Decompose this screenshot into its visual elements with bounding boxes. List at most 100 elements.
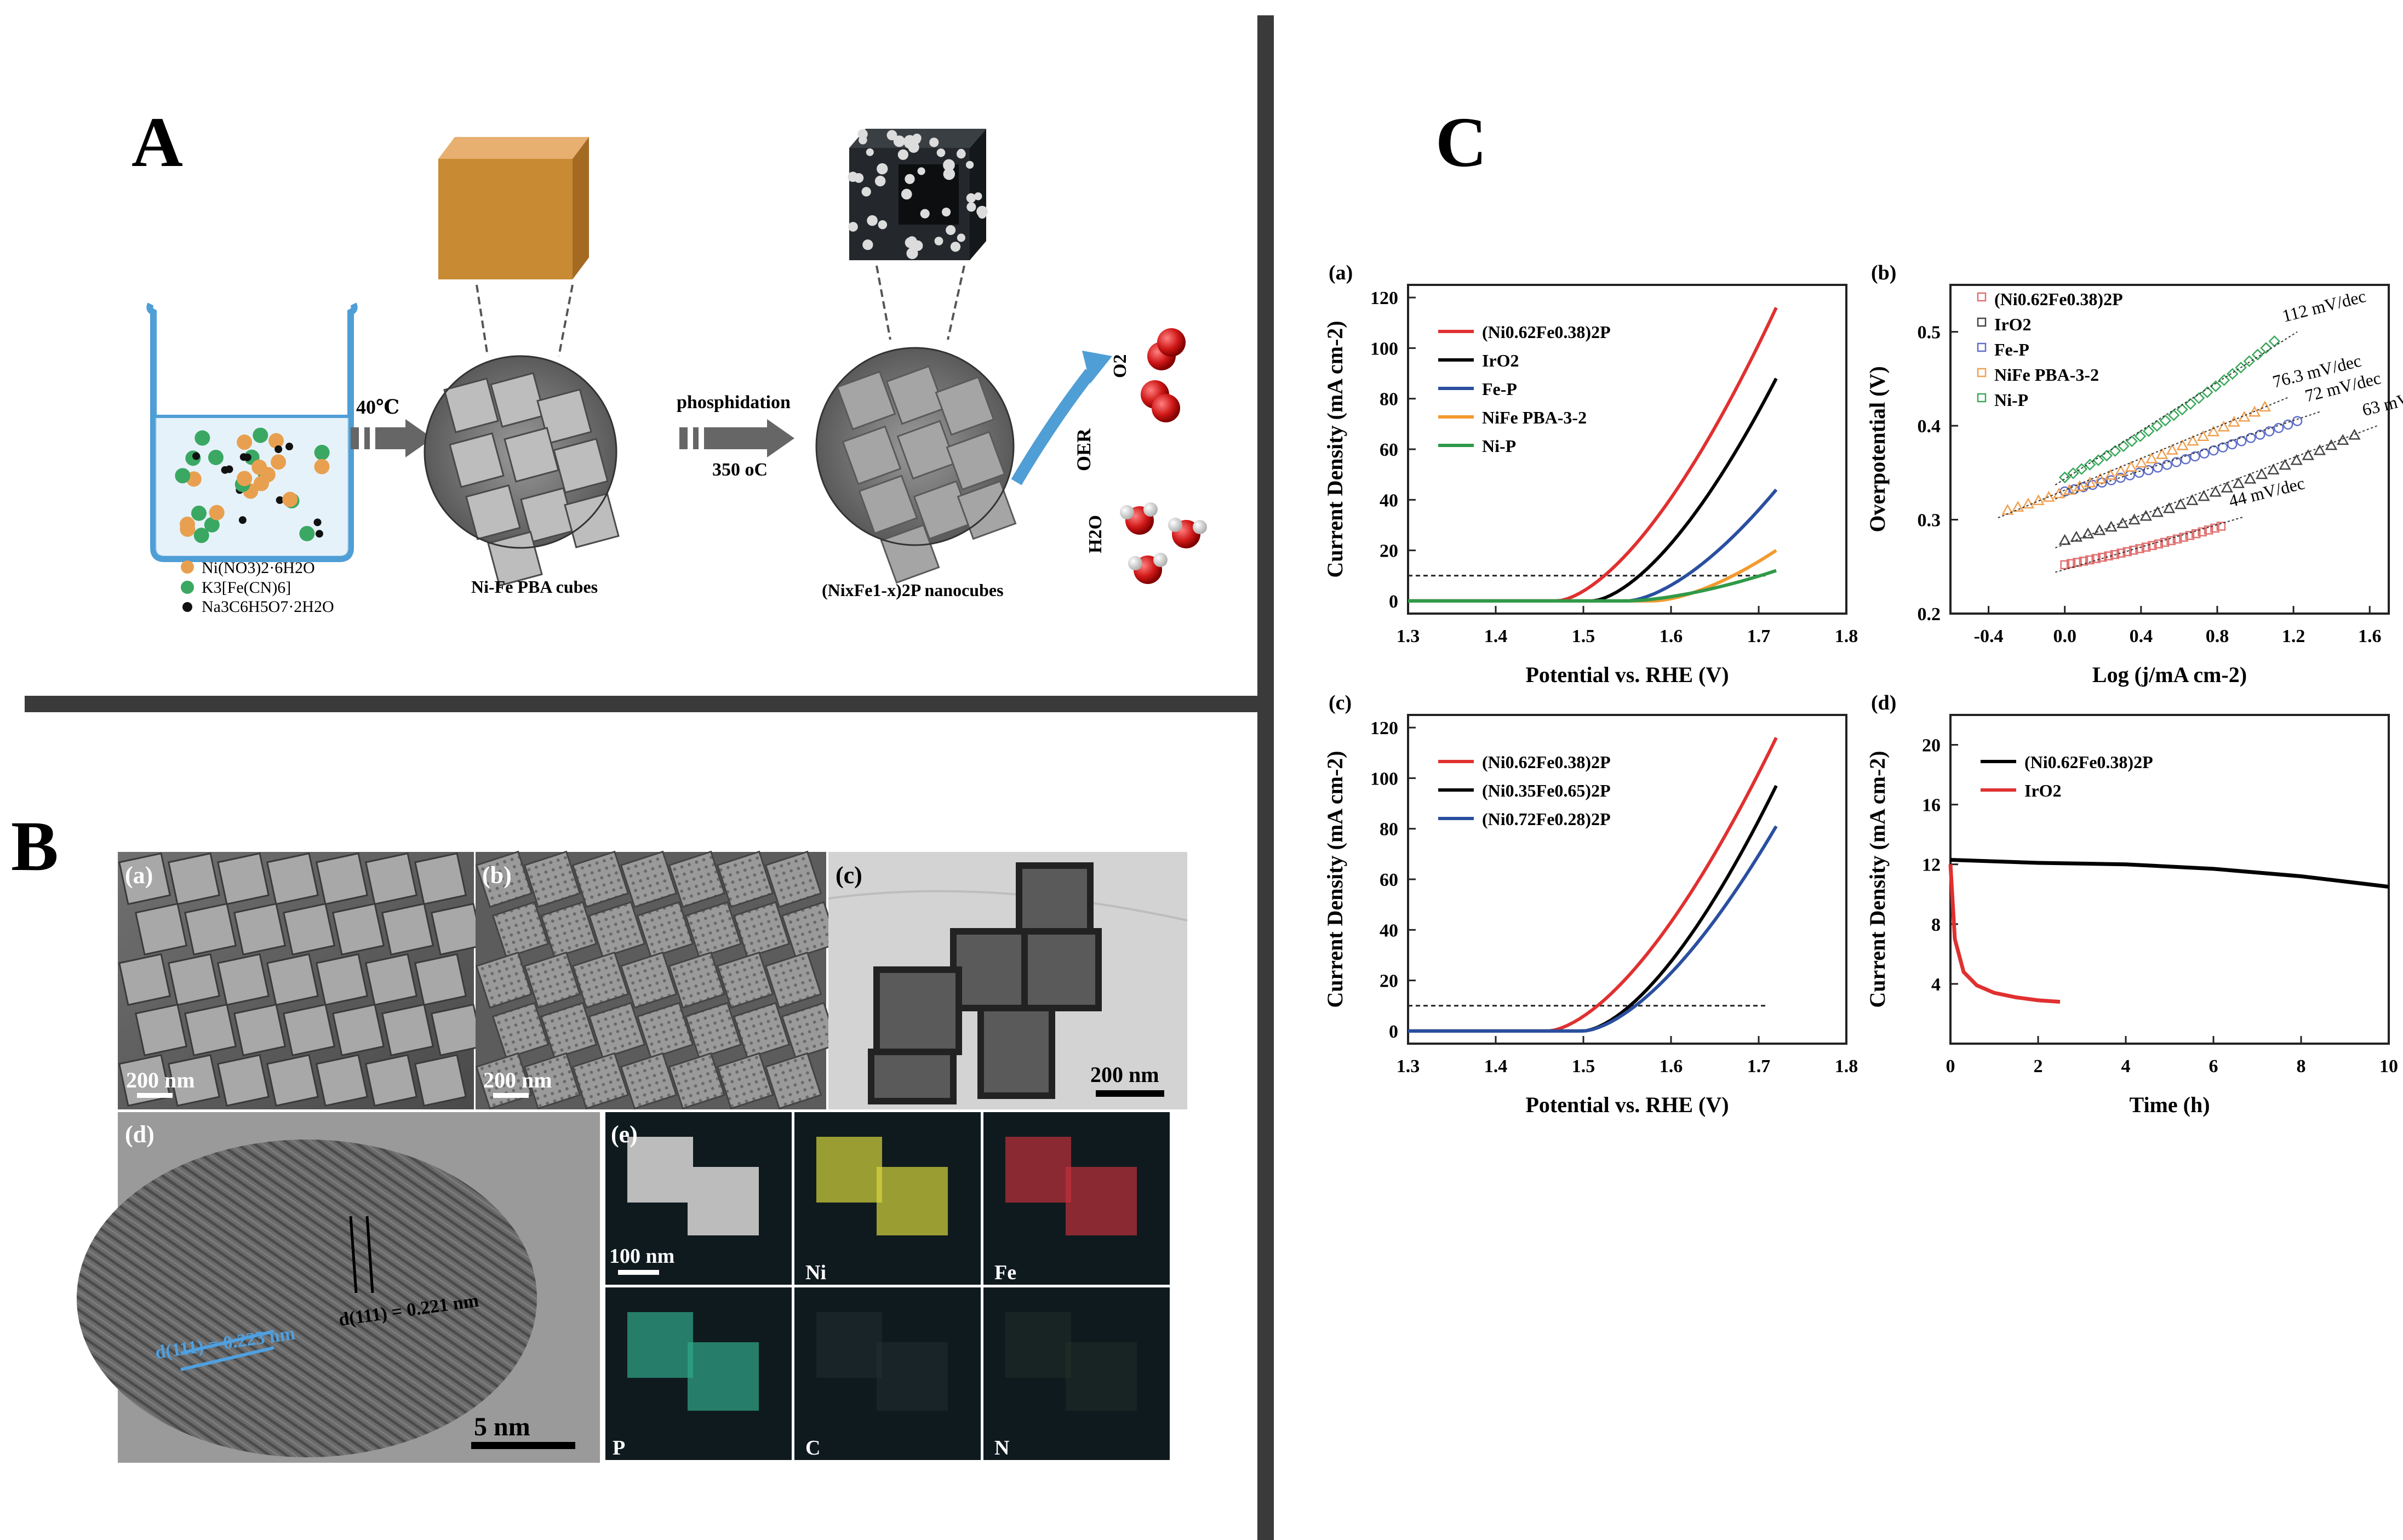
data-point xyxy=(2162,460,2172,470)
y-tick-label: 12 xyxy=(1922,855,1941,875)
chart-0: (a) 1.3 1.4 1.5 1.6 1.7 1.8 0 20 40 60 80 100 120 Pote… xyxy=(1323,261,1858,687)
beaker-icon xyxy=(146,302,358,562)
x-tick-label: 1.3 xyxy=(1397,1056,1420,1077)
precursor-sem-image xyxy=(424,355,620,587)
plot-frame xyxy=(1407,714,1847,1045)
data-point xyxy=(2126,435,2138,448)
data-point xyxy=(2129,546,2138,555)
eds-label-fe: Fe xyxy=(994,1261,1016,1284)
scale-label-a: 200 nm xyxy=(126,1068,195,1092)
data-point xyxy=(2167,409,2180,421)
data-point xyxy=(2207,425,2220,437)
data-point xyxy=(2186,494,2199,505)
data-point xyxy=(2348,428,2361,440)
y-tick-label: 60 xyxy=(1380,440,1398,460)
data-point xyxy=(2085,555,2095,565)
vertical-divider xyxy=(1257,15,1274,1540)
data-point xyxy=(2116,517,2129,528)
legend-label: IrO2 xyxy=(2024,781,2062,800)
data-point xyxy=(2134,430,2147,443)
scale-label-c: 200 nm xyxy=(1090,1062,1159,1087)
h2o-label: H2O xyxy=(1085,515,1106,553)
y-tick-label: 8 xyxy=(1931,915,1941,935)
sem-image-b xyxy=(475,850,839,1110)
data-point xyxy=(2176,439,2189,450)
x-tick-label: 1.8 xyxy=(1835,1056,1858,1077)
data-point xyxy=(2114,465,2127,476)
data-point xyxy=(2104,468,2117,480)
data-point xyxy=(2160,537,2170,547)
y-tick-label: 60 xyxy=(1380,870,1398,890)
data-point xyxy=(2216,522,2226,531)
data-point xyxy=(2154,539,2164,549)
data-point xyxy=(2204,525,2213,535)
eds-label-p: P xyxy=(613,1436,625,1459)
y-tick-label: 0.5 xyxy=(1918,323,1941,343)
data-point xyxy=(2197,430,2210,441)
x-tick-label: 0.8 xyxy=(2206,626,2229,646)
x-tick-label: 1.7 xyxy=(1747,1056,1771,1077)
data-point xyxy=(2011,501,2024,512)
product-label: (NixFe1-x)2P nanocubes xyxy=(822,580,1004,600)
data-point xyxy=(2187,434,2199,446)
legend-marker xyxy=(1977,292,1987,302)
data-point xyxy=(2279,459,2291,470)
y-tick-label: 16 xyxy=(1922,795,1941,816)
data-point xyxy=(2092,454,2104,466)
y-tick-label: 120 xyxy=(1370,718,1398,738)
scale-label-e: 100 nm xyxy=(609,1245,674,1268)
legend-label: NiFe PBA-3-2 xyxy=(1482,408,1587,427)
micrograph-tag-e: (e) xyxy=(611,1121,638,1148)
micrograph-tag-a: (a) xyxy=(125,862,153,889)
data-point xyxy=(2118,440,2130,453)
legend-label: (Ni0.72Fe0.28)2P xyxy=(1482,809,1611,829)
legend-label: Ni-P xyxy=(1994,390,2028,410)
data-point xyxy=(2210,380,2222,392)
data-point xyxy=(2236,436,2247,446)
data-point xyxy=(2179,533,2188,542)
x-tick-label: 1.4 xyxy=(1484,1056,1508,1077)
x-tick-label: 1.8 xyxy=(1835,626,1858,646)
data-point xyxy=(2073,480,2086,491)
data-point xyxy=(2128,513,2141,525)
data-point xyxy=(2166,536,2176,546)
data-point xyxy=(2091,554,2101,563)
data-point xyxy=(2110,549,2120,559)
data-point xyxy=(2093,524,2106,535)
data-point xyxy=(2084,476,2096,488)
data-point xyxy=(2094,472,2107,484)
data-point xyxy=(2105,520,2118,532)
data-point xyxy=(2141,542,2151,552)
reagent-label-1: Ni(NO3)2·6H2O xyxy=(202,559,315,577)
arrow-icon xyxy=(679,419,794,457)
data-point xyxy=(2181,454,2191,465)
eds-label-ni: Ni xyxy=(805,1261,826,1284)
data-point xyxy=(2227,439,2238,450)
data-point xyxy=(2198,490,2210,501)
data-point xyxy=(2282,419,2293,430)
data-point xyxy=(2198,527,2207,537)
data-point xyxy=(2185,531,2195,540)
data-point xyxy=(2227,368,2239,380)
x-tick-label: 0.4 xyxy=(2130,626,2153,646)
panel-letter-a: A xyxy=(131,103,183,182)
data-point xyxy=(2101,449,2113,462)
y-tick-label: 0.4 xyxy=(1918,416,1941,437)
y-axis-label: Overpotential (V) xyxy=(1865,366,1890,532)
panel-letter-b: B xyxy=(11,807,59,886)
data-point xyxy=(2218,442,2228,453)
data-point xyxy=(2032,494,2045,506)
x-tick-label: 1.2 xyxy=(2282,626,2305,646)
data-point xyxy=(2135,456,2148,468)
data-point xyxy=(2190,451,2200,462)
series-line xyxy=(1408,307,1778,603)
data-point xyxy=(2256,468,2268,479)
data-point xyxy=(2053,487,2066,499)
x-tick-label: 2 xyxy=(2034,1056,2043,1077)
data-point xyxy=(2210,523,2219,533)
series-line xyxy=(1950,858,2389,889)
data-point xyxy=(2193,392,2205,404)
data-point xyxy=(2153,462,2163,473)
micrograph-tag-b: (b) xyxy=(482,862,512,889)
data-point xyxy=(2267,463,2280,474)
